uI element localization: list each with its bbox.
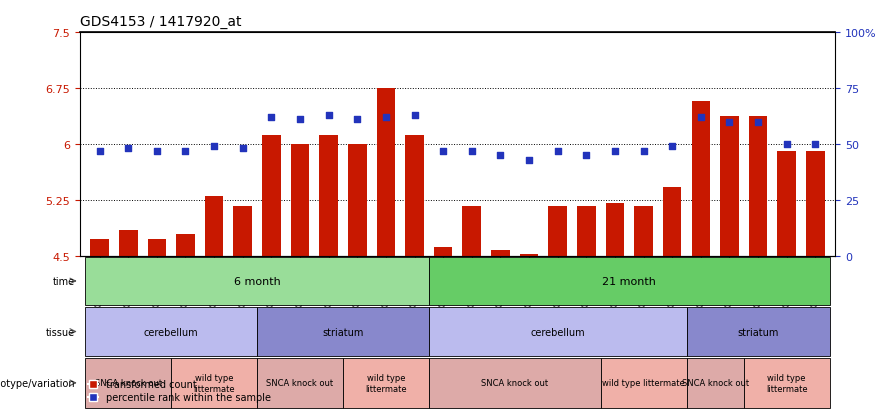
Bar (548, 206, 567, 256)
Bar (691, 102, 710, 256)
Point (236, 146, 250, 152)
Bar (262, 135, 281, 256)
FancyBboxPatch shape (257, 358, 343, 408)
Point (264, 114, 278, 121)
Bar (319, 135, 338, 256)
Point (179, 148, 193, 154)
FancyBboxPatch shape (85, 257, 429, 306)
FancyBboxPatch shape (85, 358, 171, 408)
Bar (205, 197, 224, 256)
Point (608, 148, 622, 154)
Point (93, 148, 107, 154)
Text: SNCA knock out: SNCA knock out (682, 378, 749, 387)
FancyBboxPatch shape (429, 257, 830, 306)
Text: 21 month: 21 month (602, 276, 656, 286)
Point (722, 119, 736, 126)
Text: time: time (53, 276, 75, 286)
Bar (434, 247, 453, 256)
Bar (777, 152, 796, 256)
Text: SNCA knock out: SNCA knock out (481, 378, 548, 387)
Point (551, 148, 565, 154)
Text: tissue: tissue (46, 327, 75, 337)
Text: striatum: striatum (323, 327, 363, 337)
Bar (806, 152, 825, 256)
Bar (462, 206, 481, 256)
FancyBboxPatch shape (343, 358, 429, 408)
Bar (492, 251, 510, 256)
Point (465, 148, 479, 154)
Point (694, 114, 708, 121)
FancyBboxPatch shape (687, 358, 743, 408)
Bar (520, 254, 538, 256)
Bar (377, 89, 395, 256)
Point (808, 141, 822, 148)
Point (149, 148, 164, 154)
FancyBboxPatch shape (429, 308, 687, 356)
FancyBboxPatch shape (687, 308, 830, 356)
Point (322, 112, 336, 119)
Bar (90, 240, 109, 256)
Bar (606, 203, 624, 256)
Text: wild type
littermate: wild type littermate (365, 373, 407, 393)
Text: striatum: striatum (737, 327, 779, 337)
Text: SNCA knock out: SNCA knock out (266, 378, 333, 387)
Point (207, 143, 221, 150)
Text: SNCA knock out: SNCA knock out (95, 378, 162, 387)
Point (408, 112, 422, 119)
Bar (233, 206, 252, 256)
FancyBboxPatch shape (85, 308, 257, 356)
Point (293, 117, 307, 123)
Bar (749, 117, 767, 256)
FancyBboxPatch shape (257, 308, 429, 356)
FancyBboxPatch shape (600, 358, 687, 408)
Bar (405, 135, 423, 256)
Text: GDS4153 / 1417920_at: GDS4153 / 1417920_at (80, 15, 241, 29)
Point (751, 119, 766, 126)
Text: wild type
littermate: wild type littermate (194, 373, 235, 393)
Text: wild type
littermate: wild type littermate (766, 373, 807, 393)
Text: cerebellum: cerebellum (144, 327, 199, 337)
Text: cerebellum: cerebellum (530, 327, 585, 337)
Bar (634, 206, 653, 256)
Point (350, 117, 364, 123)
Point (493, 152, 507, 159)
Point (121, 146, 135, 152)
Text: genotype/variation: genotype/variation (0, 378, 75, 388)
Legend: transformed count, percentile rank within the sample: transformed count, percentile rank withi… (84, 375, 275, 406)
Bar (119, 231, 138, 256)
FancyBboxPatch shape (171, 358, 257, 408)
Point (665, 143, 679, 150)
Point (522, 157, 536, 164)
Bar (291, 145, 309, 256)
Point (436, 148, 450, 154)
Point (780, 141, 794, 148)
Bar (176, 235, 194, 256)
Bar (663, 188, 682, 256)
Bar (577, 206, 596, 256)
Bar (720, 117, 739, 256)
FancyBboxPatch shape (429, 358, 600, 408)
Point (579, 152, 593, 159)
Text: 6 month: 6 month (233, 276, 280, 286)
Point (636, 148, 651, 154)
Bar (148, 240, 166, 256)
Bar (348, 145, 367, 256)
Point (379, 114, 393, 121)
FancyBboxPatch shape (743, 358, 830, 408)
Text: wild type littermate: wild type littermate (602, 378, 685, 387)
